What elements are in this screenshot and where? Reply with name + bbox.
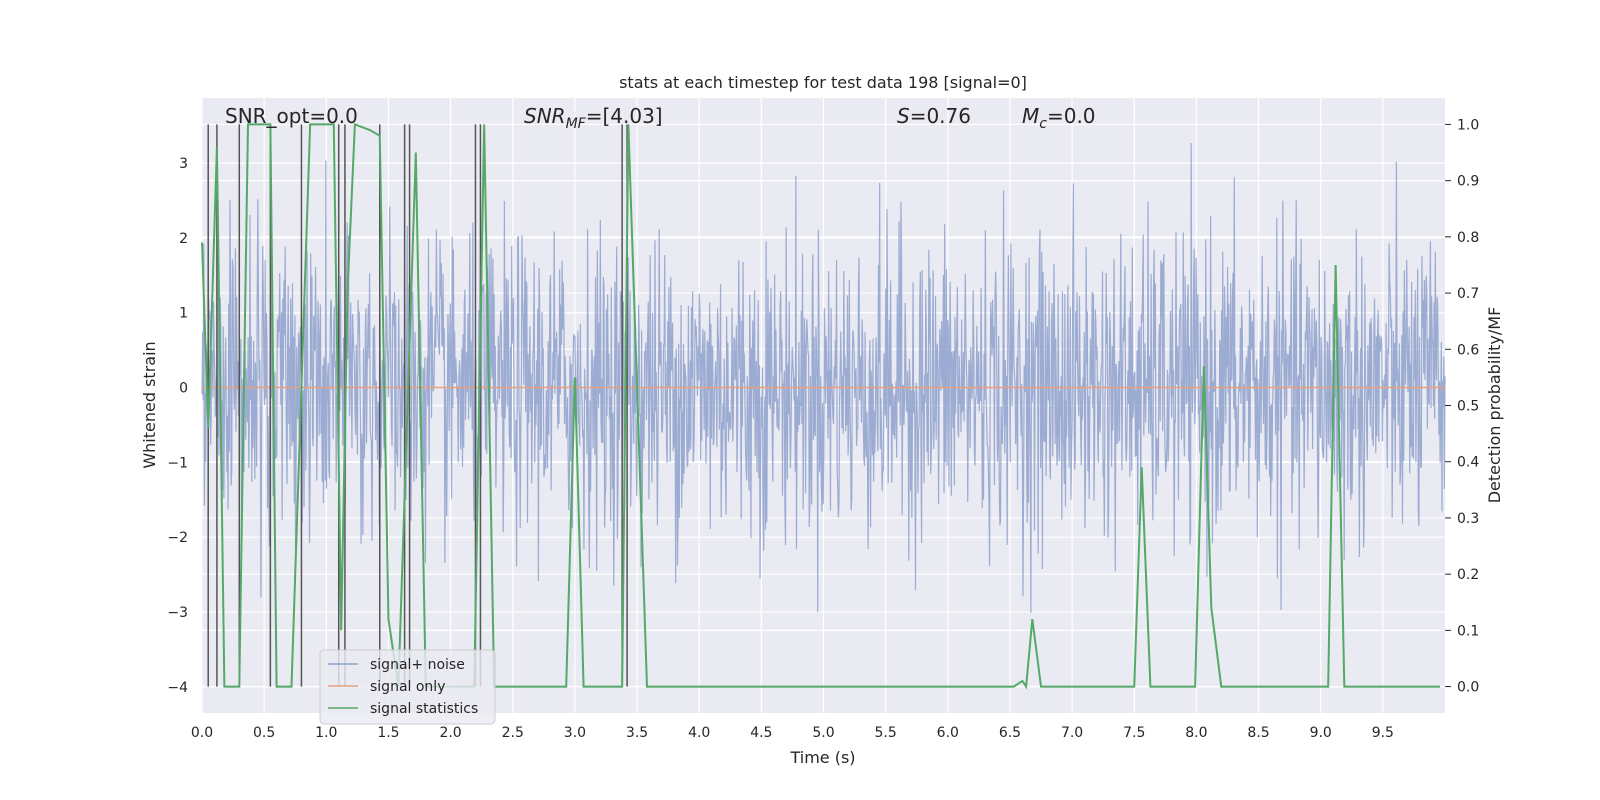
annotation-s-value: =0.76 <box>910 104 971 128</box>
y-tick-label: 1 <box>179 306 188 322</box>
y-right-tick-label: 0.6 <box>1457 342 1479 358</box>
annotation-mc: Mc=0.0 <box>1022 104 1096 132</box>
x-tick-label: 2.0 <box>439 725 461 741</box>
x-tick-label: 4.0 <box>688 725 710 741</box>
x-tick-label: 6.0 <box>937 725 959 741</box>
legend-label-signal: signal only <box>370 679 445 695</box>
x-tick-label: 1.5 <box>377 725 399 741</box>
y-tick-label: 2 <box>179 231 188 247</box>
y-right-tick-label: 1.0 <box>1457 117 1479 133</box>
legend-label-stats: signal statistics <box>370 701 478 717</box>
annotation-snr-mf: SNRMF=[4.03] <box>524 104 663 132</box>
annotation-snr-mf-main: SNR <box>524 104 566 128</box>
annotation-snr-mf-sub: MF <box>566 116 587 132</box>
x-tick-label: 3.5 <box>626 725 648 741</box>
y-right-tick-label: 0.9 <box>1457 174 1479 190</box>
y-tick-label: −4 <box>167 680 188 696</box>
y-tick-label: 3 <box>179 156 188 172</box>
y-right-tick-labels: 1.0 0.9 0.8 0.7 0.6 0.5 0.4 0.3 0.2 0.1 0.0 <box>1445 117 1479 696</box>
y-axis-label: Whitened strain <box>140 341 159 468</box>
annotation-snr-opt: SNR_opt=0.0 <box>225 104 358 128</box>
y-tick-label: 0 <box>179 381 188 397</box>
x-tick-labels: 0.0 0.5 1.0 1.5 2.0 2.5 3.0 3.5 4.0 4.5 5.0 5.5 6.0 6… <box>191 725 1394 741</box>
y-right-tick-label: 0.3 <box>1457 511 1479 527</box>
annotation-mc-label: M <box>1022 104 1039 128</box>
x-tick-label: 2.5 <box>502 725 524 741</box>
y-right-tick-label: 0.2 <box>1457 567 1479 583</box>
legend-label-noise: signal+ noise <box>370 657 465 673</box>
y-right-tick-label: 0.4 <box>1457 455 1479 471</box>
legend: signal+ noise signal only signal statist… <box>319 649 496 725</box>
annotation-s-label: S <box>897 104 910 128</box>
y-right-tick-label: 0.8 <box>1457 230 1479 246</box>
x-tick-label: 8.0 <box>1185 725 1207 741</box>
y-tick-labels: 3 2 1 0 −1 −2 −3 −4 <box>167 156 188 696</box>
x-tick-label: 9.5 <box>1372 725 1394 741</box>
y-right-tick-label: 0.1 <box>1457 623 1479 639</box>
y-tick-label: −1 <box>167 455 188 471</box>
x-tick-label: 7.0 <box>1061 725 1083 741</box>
annotation-s: S=0.76 <box>897 104 971 128</box>
annotation-mc-value: =0.0 <box>1047 104 1096 128</box>
x-tick-label: 5.5 <box>875 725 897 741</box>
x-tick-label: 9.0 <box>1310 725 1332 741</box>
x-tick-label: 5.0 <box>812 725 834 741</box>
x-tick-label: 0.5 <box>253 725 275 741</box>
legend-box <box>319 649 496 725</box>
y-right-tick-label: 0.7 <box>1457 286 1479 302</box>
x-tick-label: 6.5 <box>999 725 1021 741</box>
x-tick-label: 4.5 <box>750 725 772 741</box>
y-tick-label: −2 <box>167 530 188 546</box>
y-right-tick-label: 0.5 <box>1457 399 1479 415</box>
annotation-snr-mf-value: =[4.03] <box>586 104 663 128</box>
y-right-tick-label: 0.0 <box>1457 680 1479 696</box>
x-axis-label: Time (s) <box>789 748 855 767</box>
x-tick-label: 7.5 <box>1123 725 1145 741</box>
x-tick-label: 0.0 <box>191 725 213 741</box>
annotation-mc-sub: c <box>1039 116 1047 132</box>
x-tick-label: 1.0 <box>315 725 337 741</box>
y-axis-label-right: Detection probability/MF <box>1485 307 1504 504</box>
chart-title: stats at each timestep for test data 198… <box>619 73 1027 92</box>
x-tick-label: 8.5 <box>1247 725 1269 741</box>
y-tick-label: −3 <box>167 605 188 621</box>
x-tick-label: 3.0 <box>564 725 586 741</box>
